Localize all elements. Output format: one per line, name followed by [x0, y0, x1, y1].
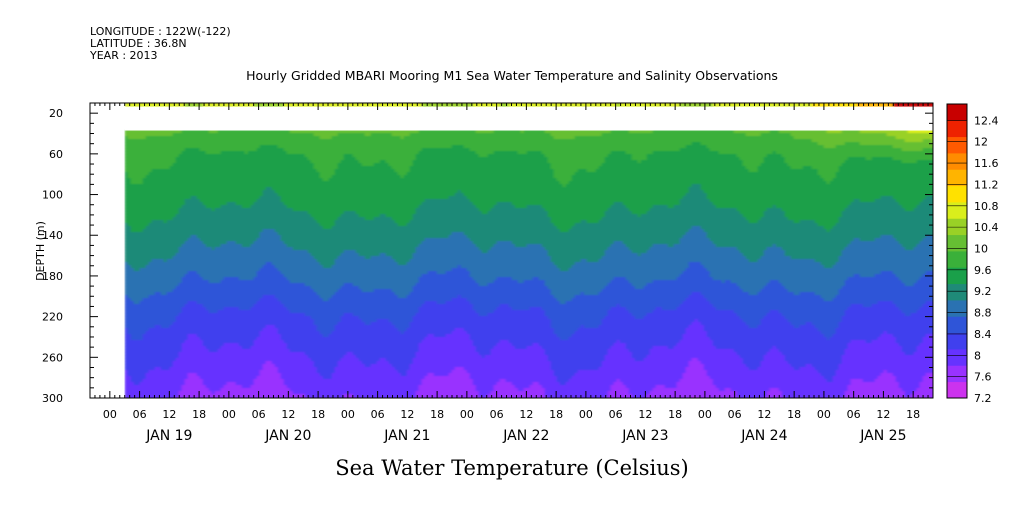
- colorbar-swatch: [947, 137, 967, 154]
- colorbar: 7.2 7.6 8 8.4 8.8 9.2 9.6 10 10.4 10.8 11.2 11.6 12 1…: [947, 104, 999, 405]
- colorbar-swatch: [947, 251, 967, 268]
- colorbar-label: 7.6: [974, 371, 992, 384]
- colorbar-swatch: [947, 300, 967, 317]
- y-tick-label: 60: [49, 148, 63, 161]
- colorbar-label: 12.4: [974, 114, 999, 127]
- colorbar-swatch: [947, 382, 967, 399]
- colorbar-swatch: [947, 333, 967, 350]
- colorbar-label: 11.2: [974, 178, 999, 191]
- colorbar-label: 7.2: [974, 392, 992, 405]
- x-hour-tick-label: 06: [371, 408, 385, 421]
- colorbar-swatch: [947, 365, 967, 382]
- temperature-field: [125, 103, 936, 401]
- x-hour-tick-label: 12: [400, 408, 414, 421]
- x-hour-tick-label: 18: [668, 408, 682, 421]
- y-tick-label: 100: [42, 189, 63, 202]
- x-hour-tick-label: 06: [728, 408, 742, 421]
- x-hour-tick-label: 18: [549, 408, 563, 421]
- x-hour-tick-label: 06: [490, 408, 504, 421]
- x-hour-tick-label: 00: [341, 408, 355, 421]
- x-hour-tick-label: 12: [281, 408, 295, 421]
- y-tick-label: 220: [42, 311, 63, 324]
- colorbar-swatch: [947, 169, 967, 186]
- colorbar-swatch: [947, 218, 967, 235]
- colorbar-swatch: [947, 316, 967, 333]
- x-hour-tick-label: 12: [638, 408, 652, 421]
- colorbar-swatch: [947, 120, 967, 137]
- x-hour-tick-label: 18: [430, 408, 444, 421]
- colorbar-label: 9.2: [974, 285, 992, 298]
- x-hour-tick-label: 12: [757, 408, 771, 421]
- x-date-label: JAN 19: [145, 428, 192, 444]
- y-tick-label: 260: [42, 351, 63, 364]
- variable-label: Sea Water Temperature (Celsius): [335, 456, 689, 480]
- colorbar-swatch: [947, 104, 967, 121]
- colorbar-swatch: [947, 202, 967, 219]
- colorbar-label: 11.6: [974, 157, 999, 170]
- x-hour-tick-label: 06: [133, 408, 147, 421]
- colorbar-label: 10.8: [974, 200, 999, 213]
- x-hour-tick-label: 06: [847, 408, 861, 421]
- year-text: YEAR : 2013: [89, 49, 158, 62]
- y-tick-label: 300: [42, 392, 63, 405]
- colorbar-swatch: [947, 153, 967, 170]
- colorbar-swatch: [947, 284, 967, 301]
- colorbar-label: 8: [974, 349, 981, 362]
- x-date-label: JAN 24: [740, 428, 787, 444]
- x-hour-tick-label: 06: [252, 408, 266, 421]
- colorbar-label: 12: [974, 136, 988, 149]
- colorbar-label: 8.4: [974, 328, 992, 341]
- x-hour-tick-label: 18: [192, 408, 206, 421]
- x-date-label: JAN 25: [859, 428, 906, 444]
- x-hour-tick-label: 12: [519, 408, 533, 421]
- x-date-label: JAN 20: [264, 428, 311, 444]
- x-hour-tick-label: 00: [817, 408, 831, 421]
- x-hour-tick-label: 00: [579, 408, 593, 421]
- x-hour-tick-label: 00: [460, 408, 474, 421]
- colorbar-swatch: [947, 349, 967, 366]
- colorbar-swatch: [947, 186, 967, 203]
- x-hour-tick-label: 12: [876, 408, 890, 421]
- x-hour-tick-label: 18: [311, 408, 325, 421]
- colorbar-swatch: [947, 235, 967, 252]
- colorbar-label: 10.4: [974, 221, 999, 234]
- x-hour-tick-label: 00: [103, 408, 117, 421]
- x-date-label: JAN 23: [621, 428, 668, 444]
- x-hour-tick-label: 00: [222, 408, 236, 421]
- x-date-label: JAN 21: [383, 428, 430, 444]
- colorbar-label: 10: [974, 242, 988, 255]
- chart-title: Hourly Gridded MBARI Mooring M1 Sea Wate…: [246, 68, 778, 83]
- y-tick-label: 20: [49, 107, 63, 120]
- x-hour-tick-label: 06: [609, 408, 623, 421]
- x-hour-tick-label: 12: [162, 408, 176, 421]
- x-hour-tick-label: 00: [698, 408, 712, 421]
- x-hour-tick-label: 18: [787, 408, 801, 421]
- colorbar-label: 9.6: [974, 264, 992, 277]
- y-axis-label: DEPTH (m): [34, 221, 47, 281]
- x-date-label: JAN 22: [502, 428, 549, 444]
- colorbar-label: 8.8: [974, 307, 992, 320]
- x-hour-tick-label: 18: [906, 408, 920, 421]
